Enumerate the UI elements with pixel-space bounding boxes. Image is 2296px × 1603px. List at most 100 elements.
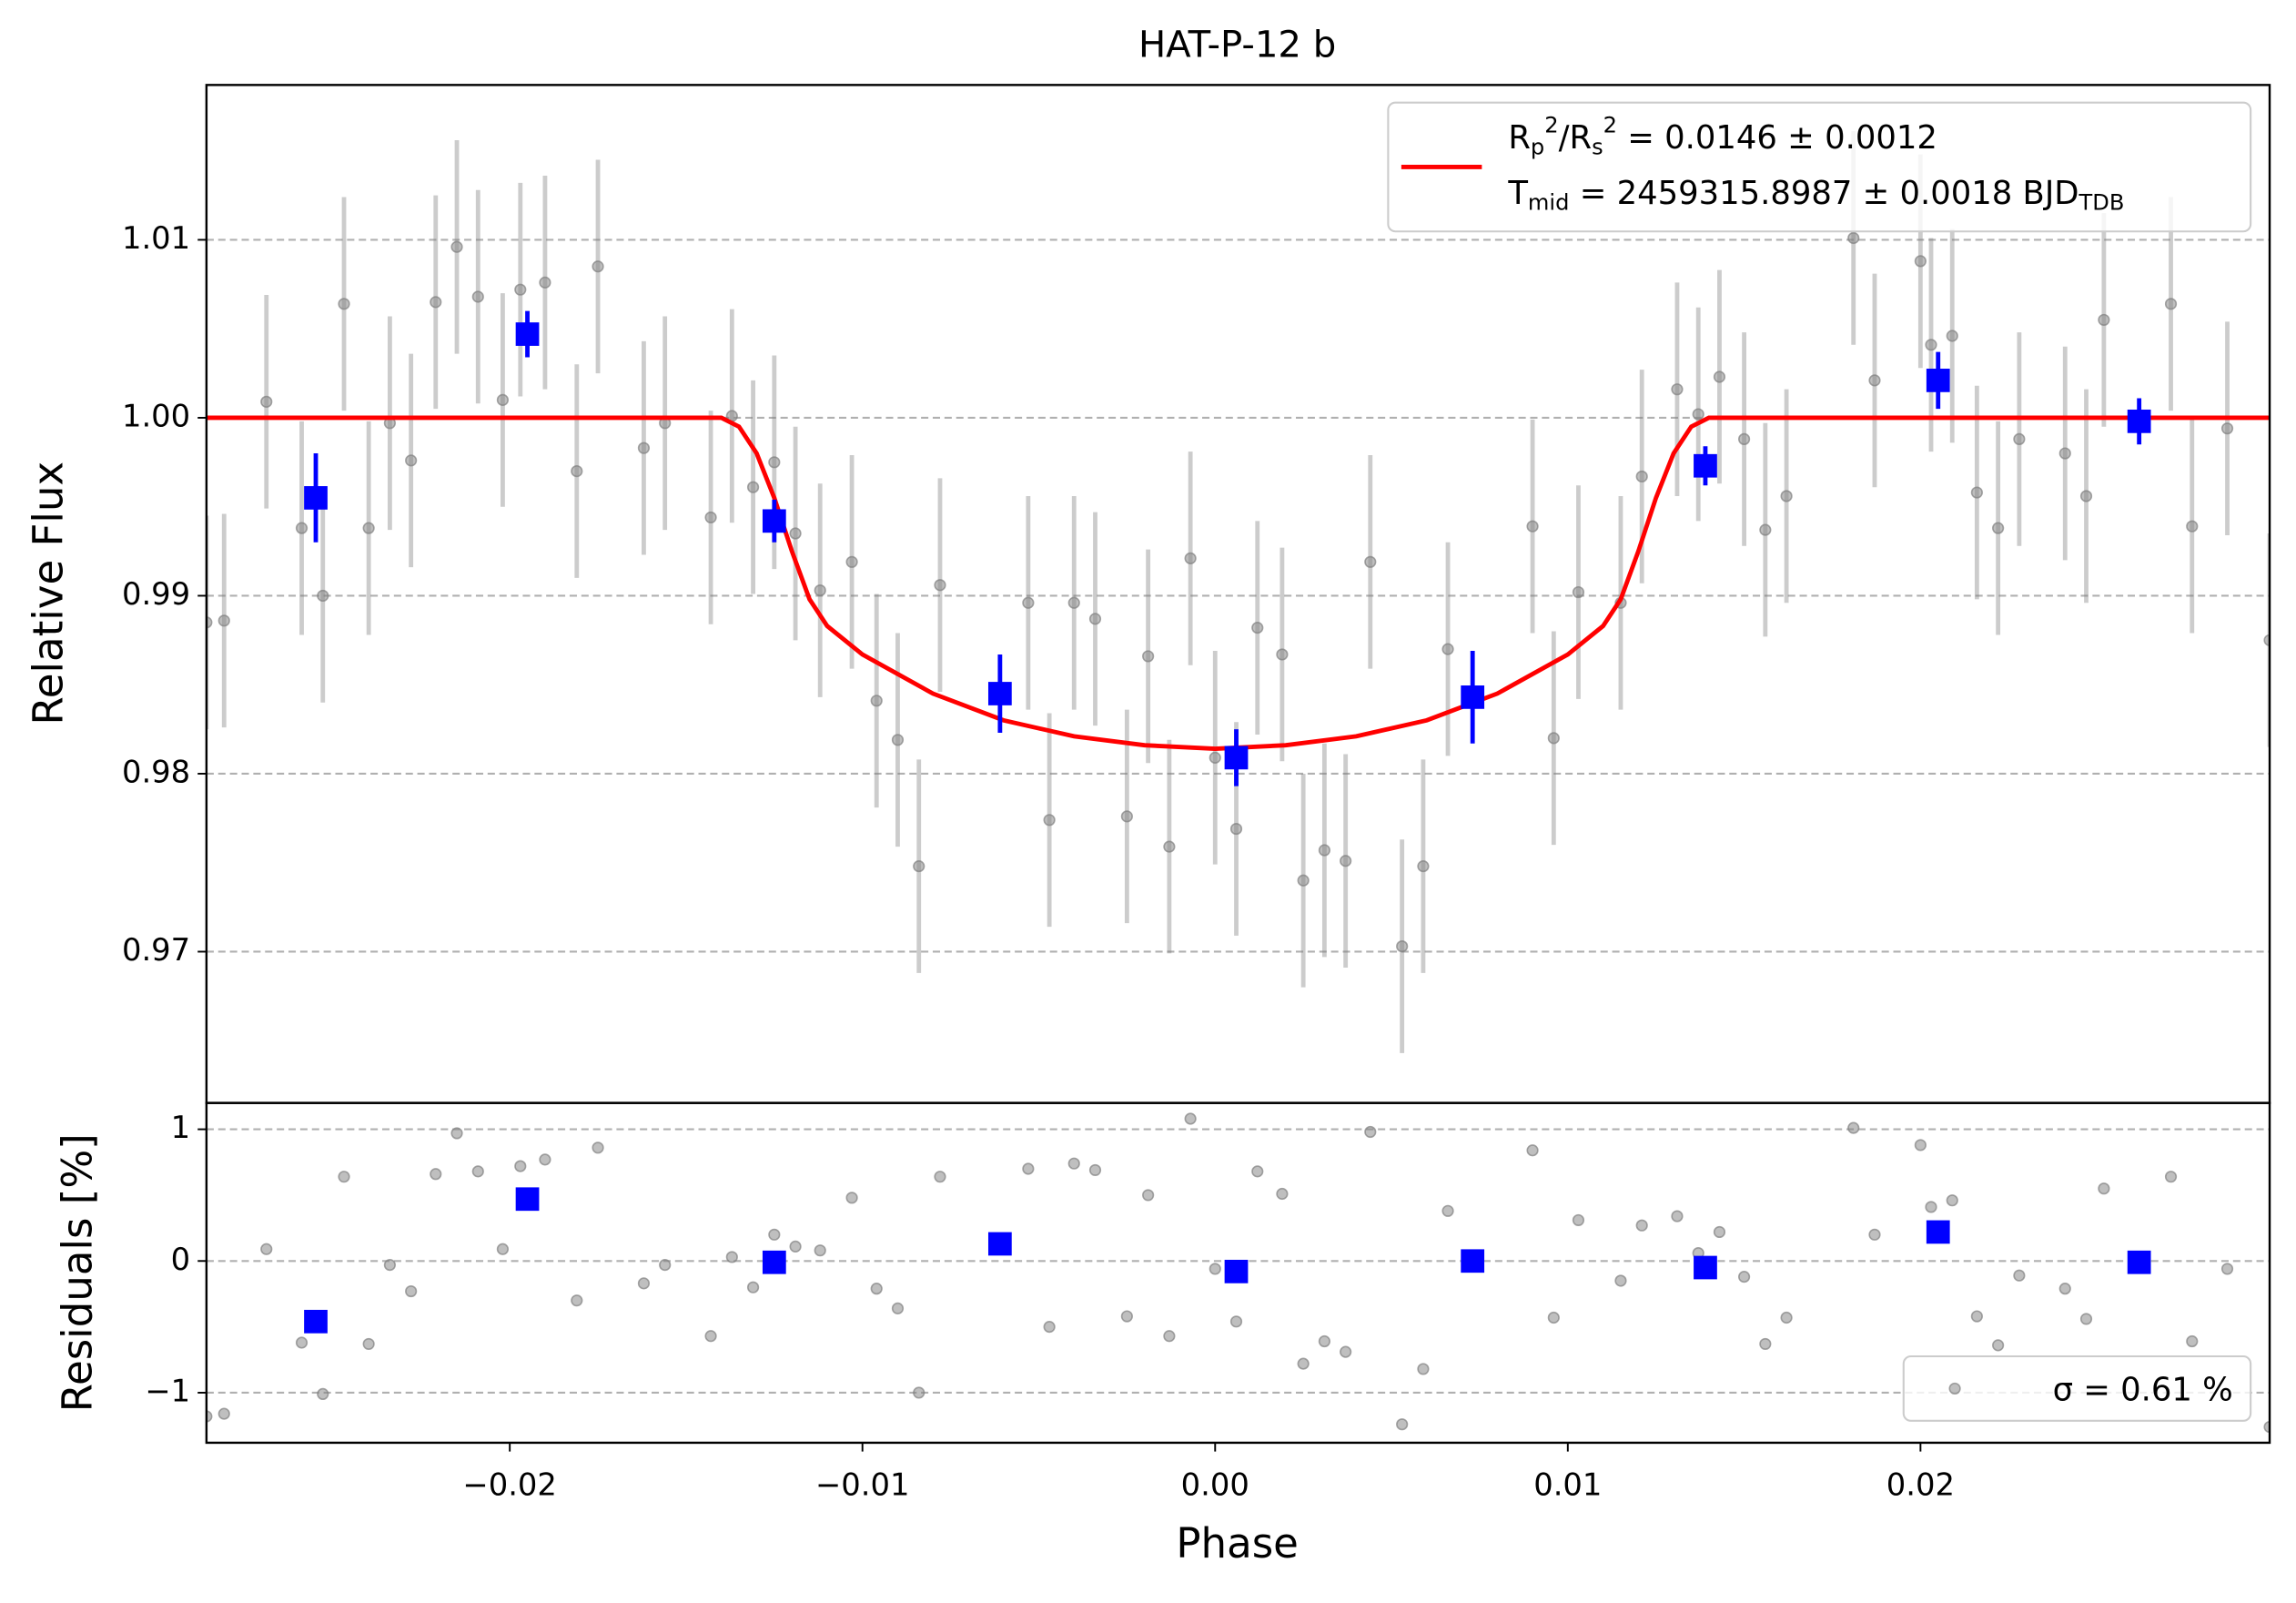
panel: −1 0 1 −0.02 −0.01 0.00 0.01 0.02 σ = 0.61 % [145,1101,2271,1503]
data-point [1946,1194,1958,1207]
data-point [1713,370,1726,383]
data-point [1925,1201,1937,1213]
data-point [2164,298,2178,310]
binned-point [1694,1255,1717,1280]
data-point [659,1259,672,1272]
data-point [450,240,463,253]
text-part: s [1592,135,1603,160]
data-point [2220,1263,2234,1275]
data-point [1120,810,1133,823]
legend-label: Tmid = 2459315.8987 ± 0.0018 BJDTDB [1507,175,2124,216]
binned-point [1461,685,1485,709]
data-point [2058,447,2071,460]
binned-point [1461,1249,1485,1273]
data-point [1671,1210,1684,1223]
data-point [1120,1310,1133,1323]
x-axis-label: Phase [1176,1519,1299,1567]
data-point [217,1407,230,1420]
data-point [1759,1337,1772,1351]
axes-frame [205,1101,2271,1445]
data-point [637,1277,651,1290]
data-point [1417,860,1430,873]
data-point [1364,1125,1377,1139]
y-axis-label: Residuals [%] [53,1133,101,1412]
binned-point [515,1187,540,1212]
data-point [539,276,551,289]
legend: σ = 0.61 % [1902,1354,2252,1422]
data-point [1970,486,1983,499]
data-point [1526,1144,1539,1157]
data-point [1441,643,1454,655]
data-point [295,522,308,534]
data-point [1297,874,1310,887]
data-point [295,1336,308,1349]
data-point [2186,520,2199,533]
data-point [814,1244,826,1257]
data-point [891,1302,905,1314]
data-point [1088,613,1102,625]
data-point [1396,940,1409,953]
data-point [1022,596,1035,609]
binned-point [762,1250,786,1274]
data-point [592,260,604,273]
binned-point [2127,409,2151,433]
data-point [1251,1165,1264,1178]
data-point [1276,648,1289,661]
data-point [2058,1283,2071,1295]
data-point [1970,1310,1983,1323]
data-point [768,1228,781,1241]
binned-point [515,322,540,346]
data-point [1043,1321,1056,1334]
binned-point [762,509,786,533]
text-part: 2 [1603,112,1617,137]
data-point [934,1171,946,1183]
data-point [1318,844,1331,857]
data-point [1142,650,1155,663]
y-tick-label: 0.97 [122,932,190,968]
y-tick-label: 0 [171,1242,191,1277]
binned-point [1224,746,1249,770]
text-part: p [1531,135,1544,160]
legend-label: σ = 0.61 % [2053,1372,2233,1409]
data-point [496,1243,510,1255]
text-part: = 2459315.8987 ± 0.0018 BJD [1569,175,2079,212]
data-point [496,393,510,406]
chart-title: HAT-P-12 b [1138,25,1336,66]
data-point [1925,339,1937,351]
data-point [1022,1162,1035,1175]
data-point [430,1168,442,1181]
legend-label: Rp2/Rs2 = 0.0146 ± 0.0012 [1508,112,1937,159]
text-part: 2 [1544,112,1558,137]
data-point [704,1330,717,1343]
data-point [1184,1112,1197,1125]
data-point [845,1192,858,1204]
text-part: TDB [2079,190,2125,216]
data-point [891,734,905,746]
data-point [2013,1269,2026,1282]
data-point [1340,1345,1352,1358]
data-point [571,465,583,478]
data-point [913,860,925,873]
data-point [870,1283,883,1295]
data-point [1043,814,1056,827]
data-point [1671,383,1684,396]
data-point [1229,1315,1243,1328]
y-tick-label: 1.01 [122,220,190,256]
data-point [2098,313,2110,327]
binned-point [1926,369,1950,392]
data-point [1614,1274,1627,1287]
x-tick-label: −0.01 [815,1467,910,1503]
y-tick-label: 0.99 [122,576,190,612]
data-point [450,1127,463,1140]
data-point [934,579,946,592]
x-tick-label: −0.02 [462,1467,557,1503]
data-point [592,1141,604,1154]
data-point [1417,1363,1430,1375]
data-point [1318,1334,1331,1348]
data-point [471,1165,484,1178]
data-point [405,454,418,467]
data-point [2079,490,2093,502]
data-point [1547,732,1560,745]
data-point [1184,552,1197,564]
